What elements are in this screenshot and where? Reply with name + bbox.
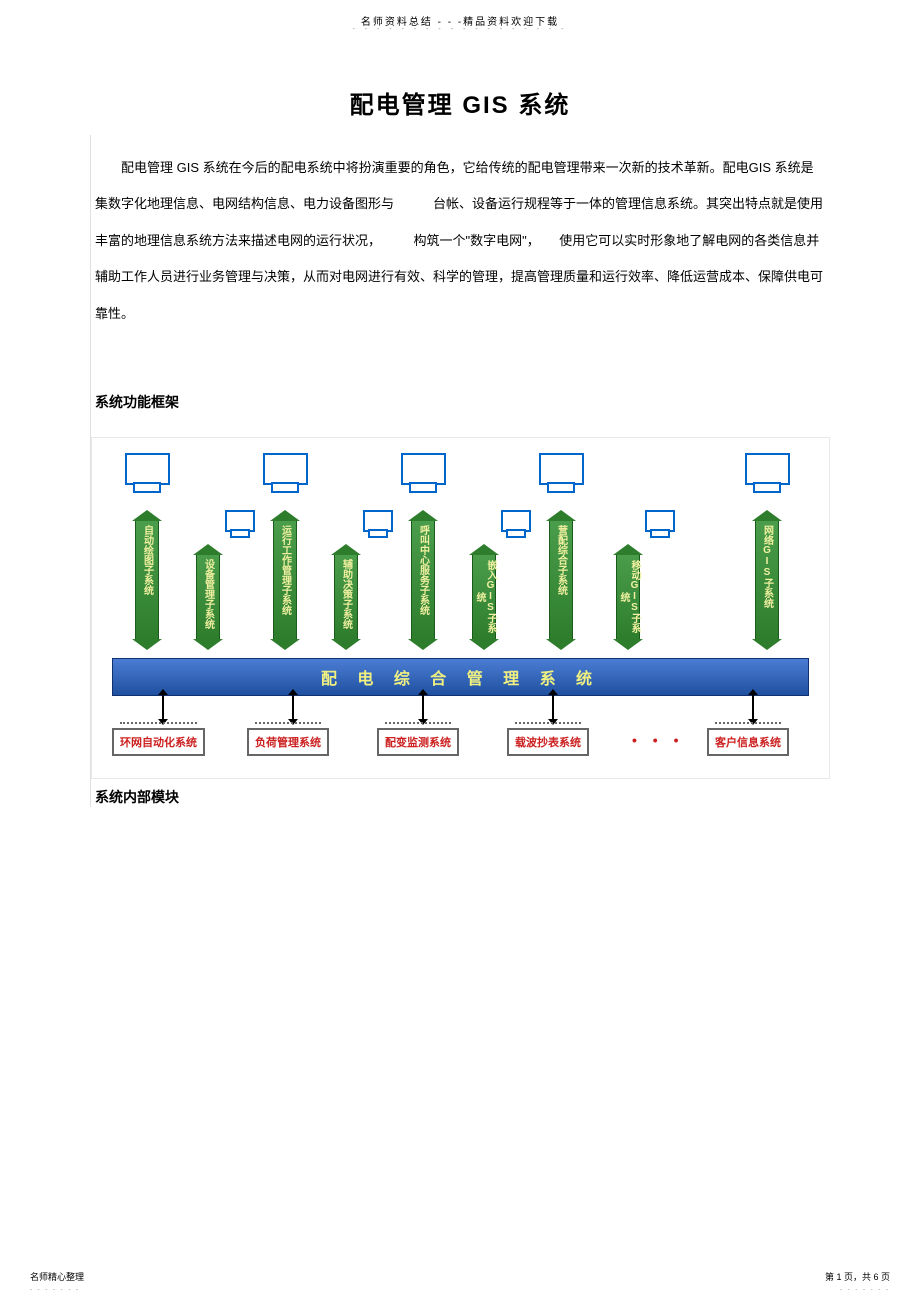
- content-body: 配电管理 GIS 系统在今后的配电系统中将扮演重要的角色，它给传统的配电管理带来…: [90, 135, 830, 807]
- arrow-subsystem-8: 移动GIS子系统: [616, 554, 640, 640]
- footer-left-dots: - - - - - - -: [30, 1287, 80, 1293]
- external-system-1: 环网自动化系统: [112, 728, 205, 756]
- page-title: 配电管理 GIS 系统: [0, 85, 920, 120]
- footer-left: 名师精心整理: [30, 1270, 84, 1283]
- main-system-bar: 配 电 综 合 管 理 系 统: [112, 658, 809, 696]
- arrow-subsystem-9: 网络GIS子系统: [755, 520, 779, 640]
- external-ellipsis: • • •: [632, 732, 684, 748]
- arrow-subsystem-3: 运行工作管理子系统: [273, 520, 297, 640]
- diagram-container: 自动绘图子系统 设备管理子系统 运行工作管理子系统 辅助决策子系统 呼叫中心服务…: [91, 437, 830, 779]
- connector-2: [292, 694, 294, 720]
- external-system-5: 客户信息系统: [707, 728, 789, 756]
- arrow-subsystem-1: 自动绘图子系统: [135, 520, 159, 640]
- connector-1: [162, 694, 164, 720]
- workstation-3: [398, 453, 448, 485]
- arrow-subsystem-6: 嵌入GIS子系统: [472, 554, 496, 640]
- external-system-2: 负荷管理系统: [247, 728, 329, 756]
- workstation-small-3: [498, 510, 533, 532]
- intro-paragraph: 配电管理 GIS 系统在今后的配电系统中将扮演重要的角色，它给传统的配电管理带来…: [91, 150, 830, 332]
- external-system-3: 配变监测系统: [377, 728, 459, 756]
- workstation-4: [536, 453, 586, 485]
- header-dots: - - - - - - - - - - - - - - - - - -: [0, 26, 920, 33]
- workstation-small-2: [360, 510, 395, 532]
- arrow-subsystem-5: 呼叫中心服务子系统: [411, 520, 435, 640]
- arrow-subsystem-7: 营配综合子系统: [549, 520, 573, 640]
- section-modules: 系统内部模块: [91, 787, 830, 807]
- workstation-2: [260, 453, 310, 485]
- system-diagram: 自动绘图子系统 设备管理子系统 运行工作管理子系统 辅助决策子系统 呼叫中心服务…: [102, 448, 819, 768]
- workstation-small-4: [642, 510, 677, 532]
- external-system-4: 载波抄表系统: [507, 728, 589, 756]
- footer-right: 第 1 页，共 6 页: [825, 1270, 890, 1283]
- connector-5: [752, 694, 754, 720]
- arrow-subsystem-4: 辅助决策子系统: [334, 554, 358, 640]
- workstation-1: [122, 453, 172, 485]
- arrow-subsystem-2: 设备管理子系统: [196, 554, 220, 640]
- connector-4: [552, 694, 554, 720]
- section-framework: 系统功能框架: [91, 392, 830, 412]
- footer-right-dots: - - - - - - -: [840, 1287, 890, 1293]
- connector-3: [422, 694, 424, 720]
- workstation-5: [742, 453, 792, 485]
- workstation-small-1: [222, 510, 257, 532]
